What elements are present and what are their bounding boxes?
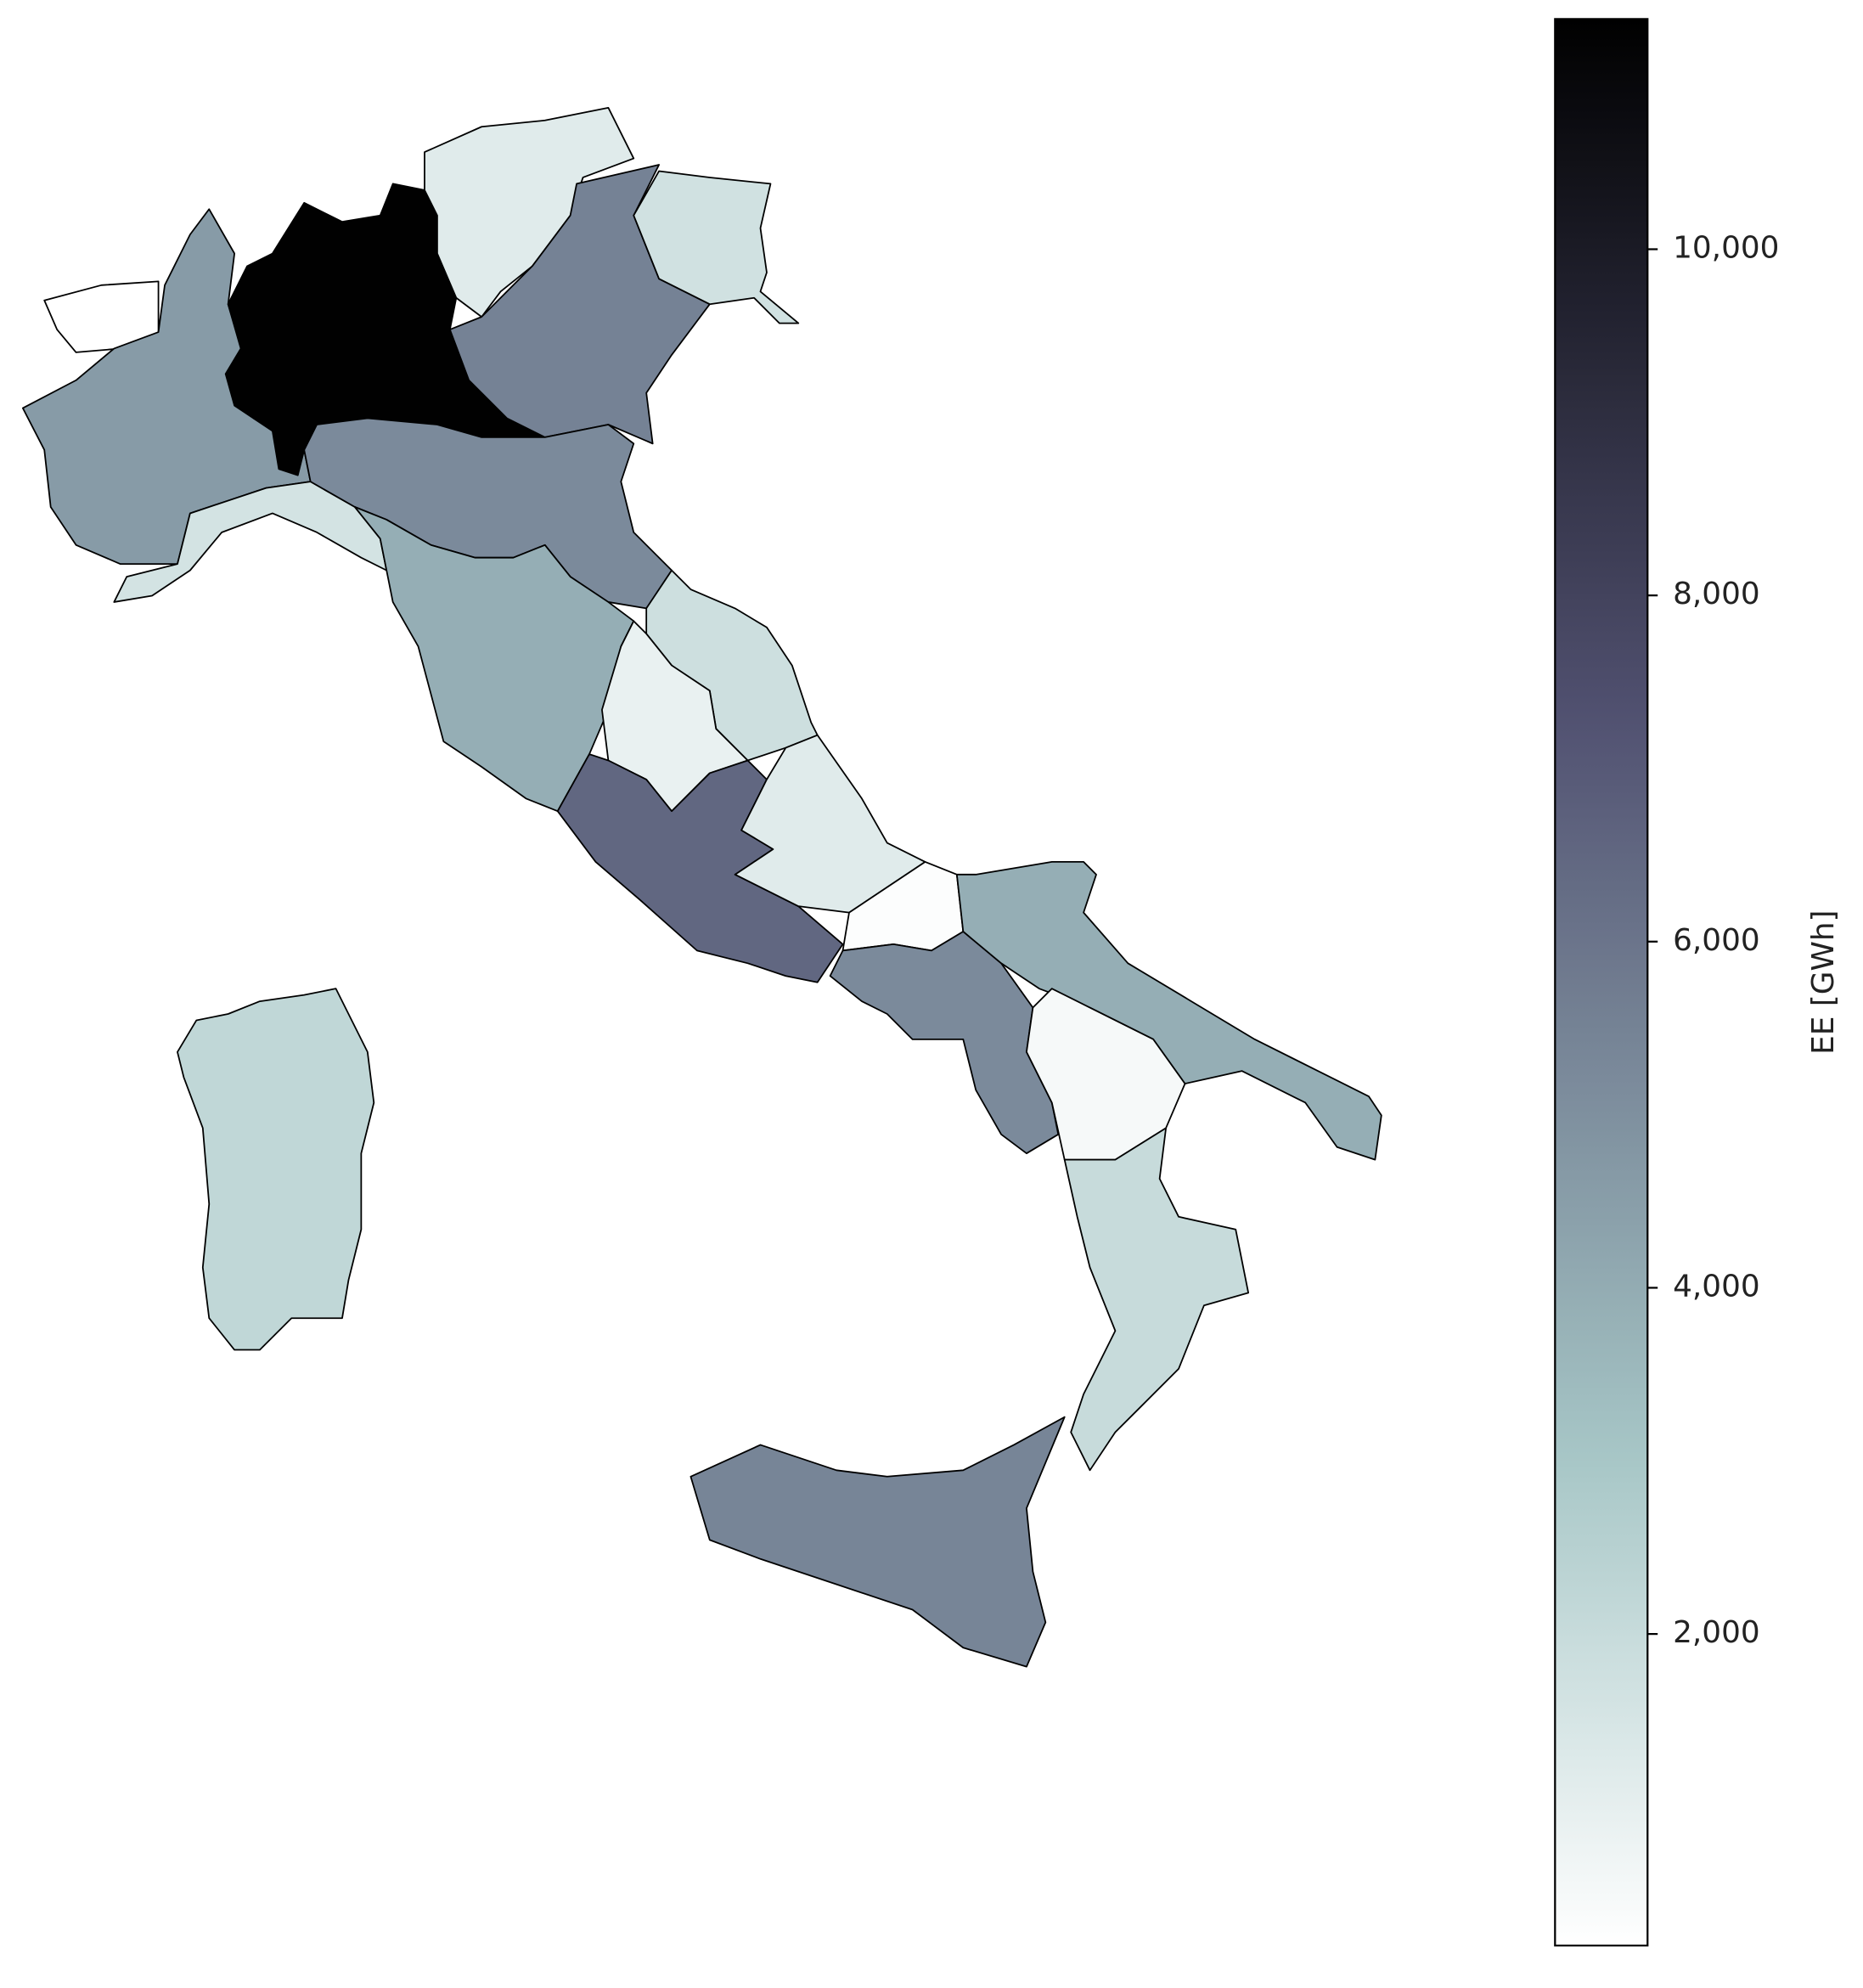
colorbar-tick-label: 10,000 bbox=[1673, 230, 1779, 265]
region bbox=[689, 1416, 1066, 1668]
colorbar-tick-label: 8,000 bbox=[1673, 577, 1760, 611]
region bbox=[1063, 1127, 1250, 1472]
colorbar bbox=[1554, 18, 1649, 1947]
region bbox=[177, 988, 375, 1351]
region bbox=[633, 170, 800, 324]
colorbar-tick-label: 4,000 bbox=[1673, 1269, 1760, 1304]
colorbar-tick-label: 6,000 bbox=[1673, 923, 1760, 958]
colorbar-tick-label: 2,000 bbox=[1673, 1615, 1760, 1650]
colorbar-label: EE [GWh] bbox=[1806, 910, 1841, 1054]
